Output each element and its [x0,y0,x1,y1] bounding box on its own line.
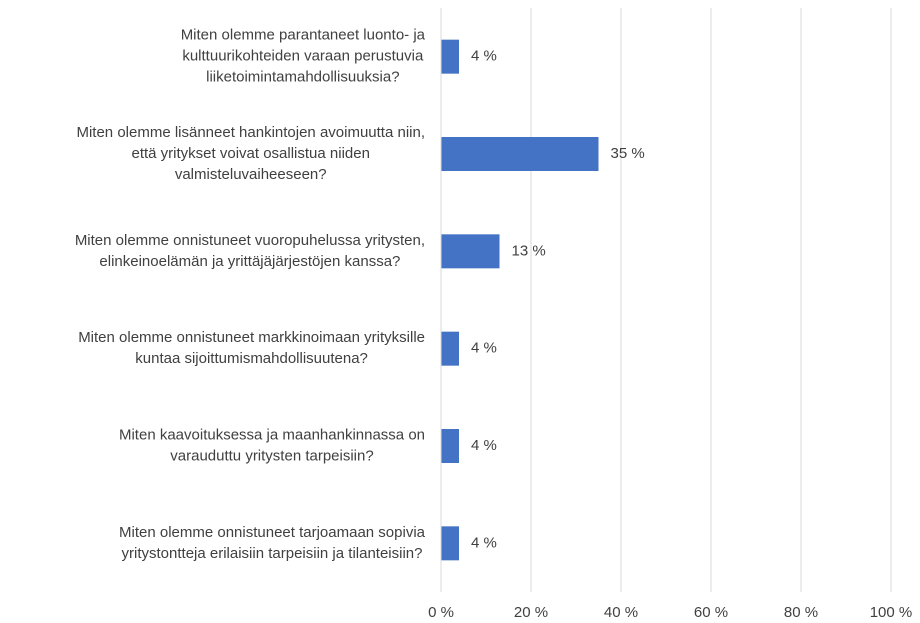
category-label: Miten kaavoituksessa ja maanhankinnassa … [119,426,425,464]
x-tick-label: 60 % [694,604,728,621]
data-label: 35 % [611,145,645,162]
bar [441,137,599,171]
bar [441,331,459,366]
x-tick-label: 20 % [514,604,548,621]
bar [441,234,500,269]
x-tick-label: 80 % [784,604,818,621]
bar [441,429,459,463]
data-label: 13 % [512,242,546,259]
x-tick-label: 100 % [870,604,913,621]
data-label: 4 % [471,340,497,357]
category-label: Miten olemme lisänneet hankintojen avoim… [76,124,425,183]
data-label: 4 % [471,437,497,454]
category-label: Miten olemme onnistuneet vuoropuhelussa … [75,232,425,270]
data-label: 4 % [471,534,497,551]
data-label: 4 % [471,48,497,65]
category-label: Miten olemme onnistuneet tarjoamaan sopi… [119,524,426,562]
category-label: Miten olemme parantaneet luonto- ja kultt… [181,27,426,86]
x-tick-label: 40 % [604,604,638,621]
x-tick-label: 0 % [428,604,454,621]
category-label: Miten olemme onnistuneet markkinoimaan y… [78,329,425,367]
bar [441,39,459,74]
bar [441,526,459,561]
